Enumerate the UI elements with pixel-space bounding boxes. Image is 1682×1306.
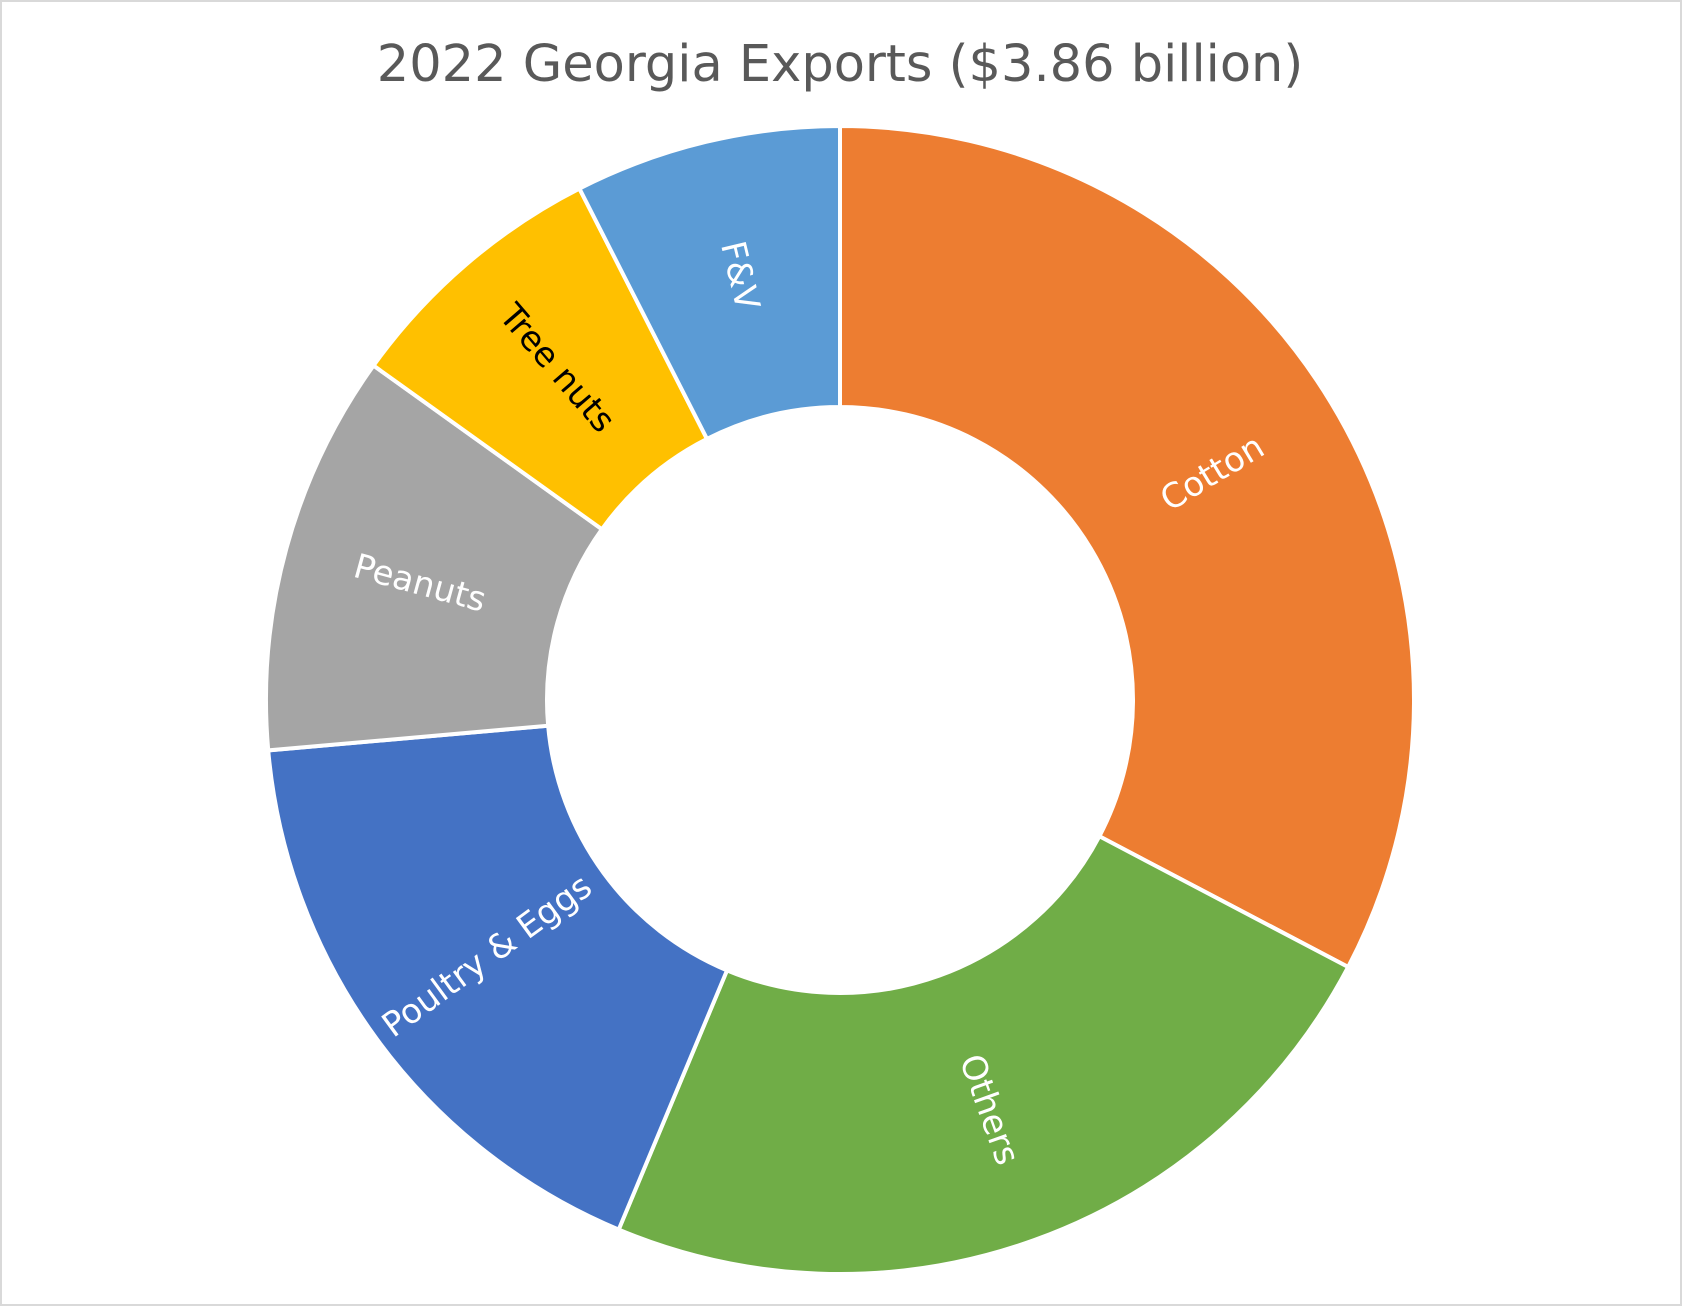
donut-slice xyxy=(616,833,1351,1276)
chart-title: 2022 Georgia Exports ($3.86 billion) xyxy=(377,35,1304,94)
donut-slice xyxy=(576,123,842,442)
donut-slice xyxy=(838,123,1416,970)
donut-slice xyxy=(266,723,730,1233)
donut-slice xyxy=(264,362,605,753)
